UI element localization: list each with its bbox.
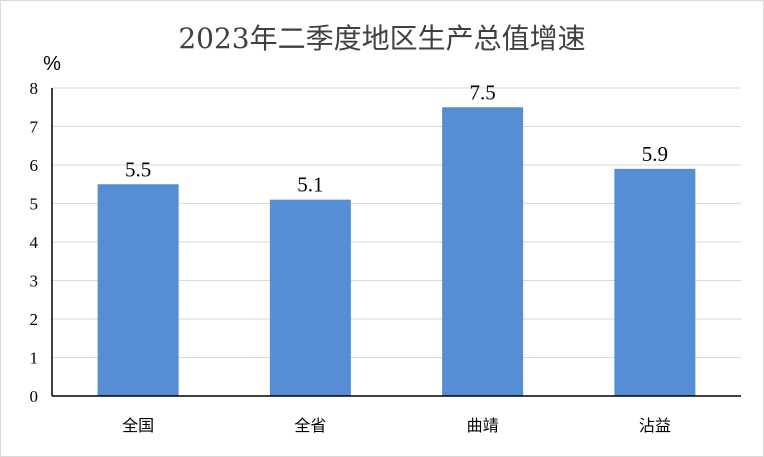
data-label-4: 5.9 bbox=[642, 142, 668, 166]
y-tick-labels: 0 1 2 3 4 5 6 7 8 bbox=[30, 79, 39, 406]
data-label-3: 7.5 bbox=[470, 80, 496, 104]
bar-3 bbox=[442, 107, 524, 396]
x-tick-label-1: 全国 bbox=[122, 416, 154, 435]
x-tick-label-4: 沾益 bbox=[639, 416, 671, 435]
unit-label: % bbox=[43, 53, 61, 75]
y-tick-label-2: 2 bbox=[30, 310, 39, 329]
data-label-1: 5.5 bbox=[125, 157, 151, 181]
x-tick-label-2: 全省 bbox=[294, 416, 326, 435]
bar-1 bbox=[97, 184, 179, 396]
y-tick-label-4: 4 bbox=[30, 233, 39, 252]
y-tick-label-3: 3 bbox=[30, 272, 39, 291]
y-tick-label-7: 7 bbox=[30, 118, 39, 137]
y-tick-label-8: 8 bbox=[30, 79, 39, 98]
x-tick-labels: 全国 全省 曲靖 沾益 bbox=[122, 416, 671, 435]
axes bbox=[51, 88, 741, 397]
chart-title: 2023年二季度地区生产总值增速 bbox=[178, 22, 585, 55]
y-tick-label-1: 1 bbox=[30, 349, 39, 368]
data-label-2: 5.1 bbox=[297, 173, 323, 197]
bar-2 bbox=[269, 199, 351, 396]
y-tick-label-6: 6 bbox=[30, 156, 39, 175]
bar-4 bbox=[614, 168, 696, 396]
bars bbox=[97, 107, 696, 396]
y-tick-label-5: 5 bbox=[30, 195, 39, 214]
data-labels: 5.5 5.1 7.5 5.9 bbox=[125, 80, 668, 196]
x-tick-label-3: 曲靖 bbox=[467, 416, 499, 435]
y-tick-label-0: 0 bbox=[30, 387, 39, 406]
